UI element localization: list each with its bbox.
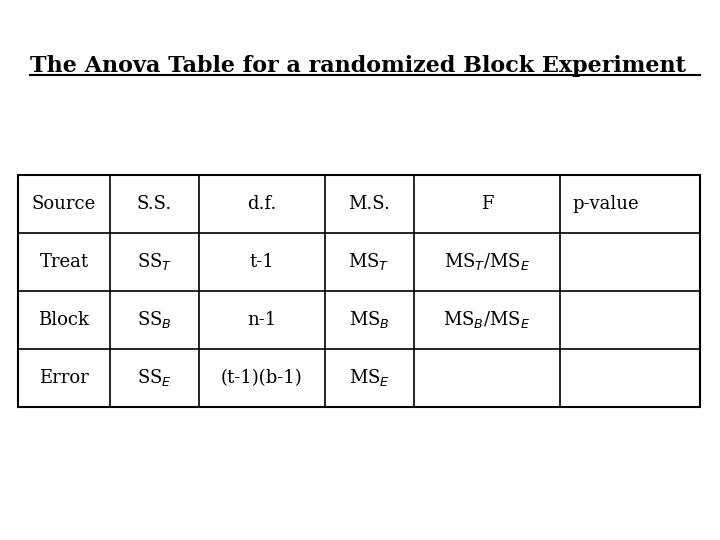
Text: M.S.: M.S. [348, 195, 390, 213]
Text: SS$_B$: SS$_B$ [137, 309, 172, 330]
Text: F: F [481, 195, 493, 213]
Text: d.f.: d.f. [247, 195, 276, 213]
Text: S.S.: S.S. [137, 195, 172, 213]
Text: The Anova Table for a randomized Block Experiment: The Anova Table for a randomized Block E… [30, 55, 686, 77]
Text: SS$_T$: SS$_T$ [137, 252, 172, 273]
Text: Source: Source [32, 195, 96, 213]
Text: MS$_T$: MS$_T$ [348, 252, 390, 273]
Text: MS$_B$/MS$_E$: MS$_B$/MS$_E$ [444, 309, 531, 330]
Text: Error: Error [39, 369, 89, 387]
Text: p-value: p-value [573, 195, 639, 213]
Text: SS$_E$: SS$_E$ [137, 368, 172, 388]
Text: Treat: Treat [40, 253, 89, 271]
Text: MS$_E$: MS$_E$ [348, 368, 390, 388]
Text: t-1: t-1 [249, 253, 274, 271]
Text: n-1: n-1 [247, 311, 276, 329]
Text: (t-1)(b-1): (t-1)(b-1) [221, 369, 302, 387]
Text: Block: Block [39, 311, 89, 329]
Text: MS$_T$/MS$_E$: MS$_T$/MS$_E$ [444, 252, 530, 273]
Text: MS$_B$: MS$_B$ [348, 309, 390, 330]
